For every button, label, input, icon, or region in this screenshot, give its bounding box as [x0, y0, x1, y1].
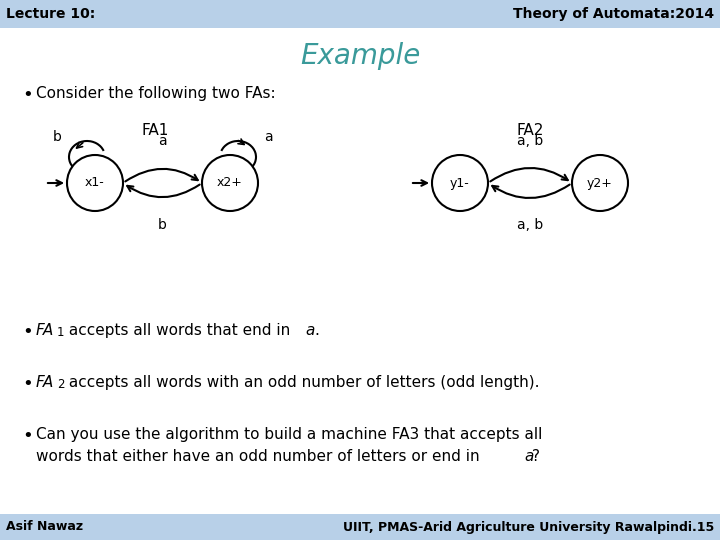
- Text: •: •: [22, 86, 32, 104]
- Text: y1-: y1-: [450, 177, 470, 190]
- Circle shape: [202, 155, 258, 211]
- Text: .: .: [314, 323, 319, 338]
- Text: •: •: [22, 427, 32, 445]
- Text: a: a: [524, 449, 534, 464]
- Circle shape: [67, 155, 123, 211]
- Bar: [0, 514, 720, 540]
- Text: Example: Example: [300, 42, 420, 70]
- Text: •: •: [22, 323, 32, 341]
- Text: Consider the following two FAs:: Consider the following two FAs:: [36, 86, 276, 101]
- Text: 2: 2: [57, 378, 65, 391]
- Text: Asif Nawaz: Asif Nawaz: [6, 521, 83, 534]
- Text: x1-: x1-: [85, 177, 105, 190]
- Text: a: a: [305, 323, 315, 338]
- Text: FA: FA: [36, 323, 54, 338]
- Text: b: b: [158, 218, 167, 232]
- Text: a, b: a, b: [517, 134, 543, 148]
- Text: x2+: x2+: [217, 177, 243, 190]
- Text: accepts all words that end in: accepts all words that end in: [64, 323, 295, 338]
- Bar: [0, 0, 720, 28]
- Text: •: •: [22, 375, 32, 393]
- Text: a: a: [264, 130, 272, 144]
- Text: FA: FA: [36, 375, 54, 390]
- Circle shape: [572, 155, 628, 211]
- Text: words that either have an odd number of letters or end in: words that either have an odd number of …: [36, 449, 485, 464]
- Text: a, b: a, b: [517, 218, 543, 232]
- Text: ?: ?: [532, 449, 540, 464]
- Text: 1: 1: [57, 326, 65, 339]
- Text: Can you use the algorithm to build a machine FA3 that accepts all: Can you use the algorithm to build a mac…: [36, 427, 542, 442]
- Circle shape: [432, 155, 488, 211]
- Text: y2+: y2+: [587, 177, 613, 190]
- Text: Theory of Automata:2014: Theory of Automata:2014: [513, 7, 714, 21]
- Text: FA1: FA1: [141, 123, 168, 138]
- Text: FA2: FA2: [516, 123, 544, 138]
- Text: a: a: [158, 134, 167, 148]
- Text: accepts all words with an odd number of letters (odd length).: accepts all words with an odd number of …: [64, 375, 539, 390]
- Text: Lecture 10:: Lecture 10:: [6, 7, 95, 21]
- Text: UIIT, PMAS-Arid Agriculture University Rawalpindi.15: UIIT, PMAS-Arid Agriculture University R…: [343, 521, 714, 534]
- Text: b: b: [53, 130, 61, 144]
